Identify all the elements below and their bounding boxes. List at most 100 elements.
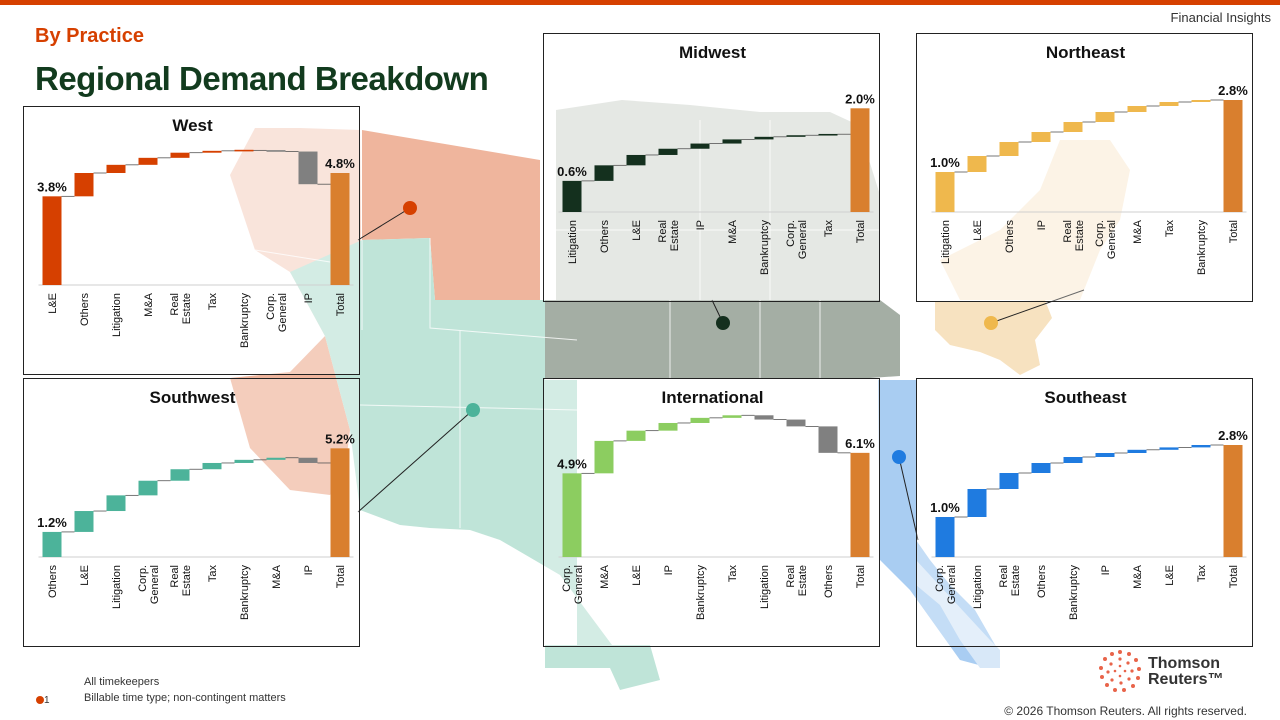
waterfall-chart-southeast: Southeast Corp.General Litigation RealEstat… — [930, 388, 1248, 621]
page-title: Regional Demand Breakdown — [35, 60, 489, 97]
chart-panel-midwest: Midwest Litigation Others L&E RealEstate IP M&… — [543, 33, 880, 302]
tick-label-real-estate: RealEstate — [169, 293, 193, 324]
tick-label-litigation: Litigation — [972, 565, 984, 609]
svg-text:Total: Total — [335, 293, 347, 316]
bar-ip — [298, 151, 318, 185]
tick-label-real-estate: RealEstate — [998, 565, 1022, 596]
tick-label-total: Total — [1228, 220, 1240, 243]
bar-real-estate — [170, 152, 190, 158]
svg-text:Others: Others — [79, 293, 91, 327]
tick-label-litigation: Litigation — [759, 565, 771, 609]
svg-text:IP: IP — [1100, 565, 1112, 575]
svg-text:IP: IP — [303, 293, 315, 303]
svg-text:Total: Total — [335, 565, 347, 588]
tick-label-m-a: M&A — [1132, 564, 1144, 589]
bar-ip — [1031, 132, 1051, 142]
bar-litigation — [106, 164, 126, 173]
svg-text:M&A: M&A — [143, 292, 155, 317]
bar-m-a — [1127, 106, 1147, 112]
tick-label-others: Others — [1004, 220, 1016, 254]
tick-label-bankruptcy: Bankruptcy — [239, 565, 251, 621]
logo-wordmark: Thomson Reuters™ — [1148, 656, 1224, 688]
bar-litigation — [106, 495, 126, 512]
tick-label-tax: Tax — [1164, 220, 1176, 238]
svg-text:Tax: Tax — [207, 565, 219, 583]
bar-others — [74, 173, 94, 197]
svg-text:RealEstate: RealEstate — [785, 565, 809, 596]
logo-wordmark-line-2: Reuters™ — [1148, 671, 1224, 688]
bar-m-a — [594, 440, 614, 474]
svg-text:IP: IP — [695, 220, 707, 230]
bar-m-a — [266, 457, 286, 460]
tick-label-tax: Tax — [823, 220, 835, 238]
bar-ip — [298, 457, 318, 463]
bar-bankruptcy — [234, 459, 254, 463]
bar-total — [330, 448, 350, 557]
bar-real-estate — [1063, 122, 1083, 132]
chart-title-west: West — [172, 116, 213, 135]
tick-label-bankruptcy: Bankruptcy — [1196, 220, 1208, 276]
tick-label-bankruptcy: Bankruptcy — [239, 293, 251, 349]
svg-text:IP: IP — [1036, 220, 1048, 230]
footnote-line-1: All timekeepers — [84, 676, 160, 688]
bar-corp-general — [266, 150, 286, 152]
svg-text:Total: Total — [1228, 565, 1240, 588]
tick-label-ip: IP — [1100, 565, 1112, 575]
tick-label-corp-general: Corp.General — [265, 293, 289, 332]
tick-label-ip: IP — [303, 565, 315, 575]
section-kicker: By Practice — [35, 25, 144, 47]
svg-text:Litigation: Litigation — [972, 565, 984, 609]
data-label-start: 1.0% — [930, 155, 960, 170]
data-label-total: 5.2% — [325, 431, 355, 446]
region-marker-midwest — [716, 316, 730, 330]
tick-label-total: Total — [335, 565, 347, 588]
chart-panel-southwest: Southwest Others L&E Litigation Corp.General… — [23, 378, 360, 647]
bar-ip — [1095, 453, 1115, 457]
tick-label-litigation: Litigation — [940, 220, 952, 264]
tick-label-others: Others — [79, 293, 91, 327]
tick-label-ip: IP — [695, 220, 707, 230]
bar-bankruptcy — [1191, 100, 1211, 102]
bar-m-a — [722, 139, 742, 144]
bar-bankruptcy — [690, 417, 710, 423]
tick-label-tax: Tax — [207, 293, 219, 311]
data-label-start: 1.0% — [930, 500, 960, 515]
data-label-start: 3.8% — [37, 179, 67, 194]
svg-text:RealEstate: RealEstate — [998, 565, 1022, 596]
svg-text:Bankruptcy: Bankruptcy — [239, 293, 251, 349]
svg-text:L&E: L&E — [631, 565, 643, 586]
tick-label-real-estate: RealEstate — [657, 220, 681, 251]
tick-label-others: Others — [823, 565, 835, 599]
bar-start-l-e — [42, 196, 62, 285]
footnote-marker-number: 1 — [44, 695, 50, 706]
svg-text:Corp.General: Corp.General — [561, 565, 585, 604]
svg-text:Litigation: Litigation — [567, 220, 579, 264]
tick-label-bankruptcy: Bankruptcy — [759, 220, 771, 276]
svg-text:Corp.General: Corp.General — [1094, 220, 1118, 259]
tick-label-ip: IP — [1036, 220, 1048, 230]
svg-text:L&E: L&E — [631, 220, 643, 241]
tick-label-bankruptcy: Bankruptcy — [1068, 565, 1080, 621]
waterfall-chart-international: International Corp.General M&A L&E IP Bankrup… — [557, 388, 875, 620]
bar-tax — [1159, 102, 1179, 106]
footnote-dot-icon — [36, 696, 44, 705]
bar-others — [594, 165, 614, 181]
svg-text:M&A: M&A — [1132, 564, 1144, 589]
bar-real-estate — [999, 473, 1019, 489]
chart-panel-west: West L&E Others Litigation M&A RealEstate Tax B… — [23, 106, 360, 375]
bar-corp-general — [1095, 112, 1115, 122]
bar-corp-general — [786, 135, 806, 137]
svg-text:Bankruptcy: Bankruptcy — [759, 220, 771, 276]
tick-label-m-a: M&A — [1132, 219, 1144, 244]
footnote-marker: 1 — [36, 695, 50, 706]
bar-total — [1223, 445, 1243, 557]
tick-label-l-e: L&E — [47, 293, 59, 314]
svg-text:IP: IP — [663, 565, 675, 575]
tick-label-total: Total — [335, 293, 347, 316]
tick-label-l-e: L&E — [1164, 565, 1176, 586]
footnote-line-2: Billable time type; non-contingent matte… — [84, 692, 286, 704]
map-region-northeast-upper — [940, 140, 1130, 300]
tick-label-litigation: Litigation — [567, 220, 579, 264]
map-region-southwest — [290, 238, 660, 690]
brand-tag: Financial Insights — [1170, 10, 1271, 25]
